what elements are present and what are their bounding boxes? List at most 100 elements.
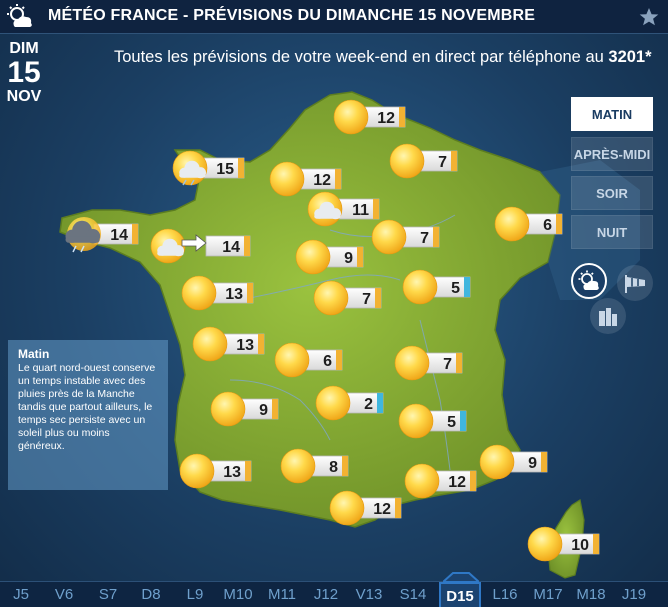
- forecast-marker-brest[interactable]: 14: [65, 217, 139, 253]
- forecast-marker-bordeaux[interactable]: 9: [210, 391, 279, 427]
- sun-icon: [371, 219, 407, 255]
- promo-text: Toutes les prévisions de votre week-end …: [114, 48, 652, 67]
- forecast-marker-reims[interactable]: 7: [389, 143, 458, 179]
- temperature-value: 11: [352, 202, 369, 219]
- period-morning-button[interactable]: MATIN: [571, 97, 653, 131]
- temperature-value: 9: [528, 455, 537, 472]
- timeline-day-j5[interactable]: J5: [13, 586, 29, 603]
- active-day-notch: [443, 572, 479, 582]
- timeline-day-l9[interactable]: L9: [186, 586, 204, 603]
- forecast-marker-paris[interactable]: 11: [307, 191, 380, 227]
- temperature-value: 5: [451, 280, 460, 297]
- temperature-tag: 7: [398, 226, 440, 248]
- temperature-value: 6: [323, 353, 332, 370]
- temperature-tag: 6: [521, 213, 563, 235]
- star-icon[interactable]: [638, 6, 660, 28]
- timeline-day-v6[interactable]: V6: [54, 586, 74, 603]
- forecast-marker-toulouse[interactable]: 8: [280, 448, 349, 484]
- timeline-day-v13[interactable]: V13: [355, 586, 383, 603]
- description-title: Matin: [18, 347, 50, 361]
- neighbour-land: [540, 160, 640, 300]
- temperature-value: 6: [543, 217, 552, 234]
- description-text: Le quart nord-ouest conserve un temps in…: [18, 362, 156, 452]
- sun-icon: [269, 161, 305, 197]
- period-night-button[interactable]: NUIT: [571, 215, 653, 249]
- sun-icon: [394, 345, 430, 381]
- sun-icon: [402, 269, 438, 305]
- temperature-value: 12: [377, 110, 395, 127]
- timeline-day-m11[interactable]: M11: [267, 586, 297, 603]
- sun-icon: [313, 280, 349, 316]
- temperature-tag: 12: [360, 106, 406, 128]
- sun-icon: [274, 342, 310, 378]
- temperature-value: 14: [110, 227, 128, 244]
- temperature-value: 5: [447, 414, 456, 431]
- forecast-marker-grenoble[interactable]: 5: [398, 403, 467, 439]
- forecast-marker-limoges[interactable]: 6: [274, 342, 343, 378]
- weather-icon: [578, 270, 599, 290]
- temperature-value: 10: [571, 537, 589, 554]
- forecast-marker-biarritz[interactable]: 13: [179, 453, 252, 489]
- timeline-day-l16[interactable]: L16: [492, 586, 518, 603]
- timeline-day-m18[interactable]: M18: [576, 586, 606, 603]
- day-timeline: J5 V6 S7 D8 L9 M10 M11 J12 V13 S14 D15 L16 M17 M18 J19: [0, 572, 668, 607]
- forecast-marker-nantes[interactable]: 13: [181, 275, 254, 311]
- wind-view-button[interactable]: [617, 265, 653, 301]
- timeline-day-m17[interactable]: M17: [533, 586, 563, 603]
- page-title: MÉTÉO FRANCE - PRÉVISIONS DU DIMANCHE 15…: [48, 7, 536, 24]
- city-view-button[interactable]: [590, 298, 626, 334]
- date-day: 15: [7, 56, 41, 89]
- temperature-value: 7: [420, 230, 429, 247]
- temperature-tag: 14: [205, 235, 251, 257]
- sun-icon: [179, 453, 215, 489]
- temperature-tag: 7: [421, 352, 463, 374]
- temperature-value: 9: [344, 250, 353, 267]
- forecast-marker-rouen[interactable]: 12: [269, 161, 342, 197]
- promo-phone-number: 3201*: [608, 48, 652, 66]
- sun-icon: [181, 275, 217, 311]
- temperature-tag: 13: [206, 460, 252, 482]
- forecast-marker-rennes[interactable]: 14: [150, 228, 251, 264]
- forecast-marker-bourges[interactable]: 7: [313, 280, 382, 316]
- weather-view-button[interactable]: [571, 263, 607, 299]
- timeline-day-d8[interactable]: D8: [141, 586, 161, 603]
- forecast-marker-ajaccio[interactable]: 10: [527, 526, 600, 562]
- forecast-marker-lille[interactable]: 12: [333, 99, 406, 135]
- temperature-value: 8: [329, 459, 338, 476]
- temperature-tag: 12: [296, 168, 342, 190]
- temperature-value: 14: [222, 239, 240, 256]
- timeline-day-s14[interactable]: S14: [399, 586, 427, 603]
- temperature-value: 12: [373, 501, 391, 518]
- temperature-value: 2: [364, 396, 373, 413]
- forecast-marker-clermont[interactable]: 2: [315, 385, 384, 421]
- sun-icon: [192, 326, 228, 362]
- forecast-description-panel: Matin Le quart nord-ouest conserve un te…: [8, 340, 168, 490]
- temperature-tag: 12: [356, 497, 402, 519]
- period-evening-button[interactable]: SOIR: [571, 176, 653, 210]
- timeline-day-s7[interactable]: S7: [98, 586, 118, 603]
- temperature-value: 12: [448, 474, 466, 491]
- forecast-marker-dijon[interactable]: 5: [402, 269, 471, 305]
- timeline-day-j12[interactable]: J12: [313, 586, 339, 603]
- forecast-marker-perpignan[interactable]: 12: [329, 490, 402, 526]
- date-weekday: DIM: [9, 40, 39, 57]
- forecast-marker-cherbourg[interactable]: 15: [172, 150, 245, 186]
- period-afternoon-button[interactable]: APRÈS-MIDI: [571, 137, 653, 171]
- temperature-tag: 2: [342, 392, 384, 414]
- forecast-marker-lyon[interactable]: 7: [394, 345, 463, 381]
- timeline-day-j19[interactable]: J19: [621, 586, 647, 603]
- timeline-day-d15[interactable]: D15: [439, 582, 481, 607]
- forecast-marker-nice[interactable]: 9: [479, 444, 548, 480]
- temperature-value: 7: [443, 356, 452, 373]
- forecast-marker-marseille[interactable]: 12: [404, 463, 477, 499]
- timeline-day-m10[interactable]: M10: [223, 586, 253, 603]
- temperature-tag: 9: [322, 246, 364, 268]
- temperature-tag: 13: [219, 333, 265, 355]
- forecast-marker-troyes[interactable]: 7: [371, 219, 440, 255]
- sun-cloud-rain-icon: [172, 150, 208, 186]
- forecast-marker-strasbourg[interactable]: 6: [494, 206, 563, 242]
- forecast-marker-larochelle[interactable]: 13: [192, 326, 265, 362]
- city-icon: [599, 308, 617, 326]
- forecast-marker-orleans[interactable]: 9: [295, 239, 364, 275]
- temperature-tag: 12: [431, 470, 477, 492]
